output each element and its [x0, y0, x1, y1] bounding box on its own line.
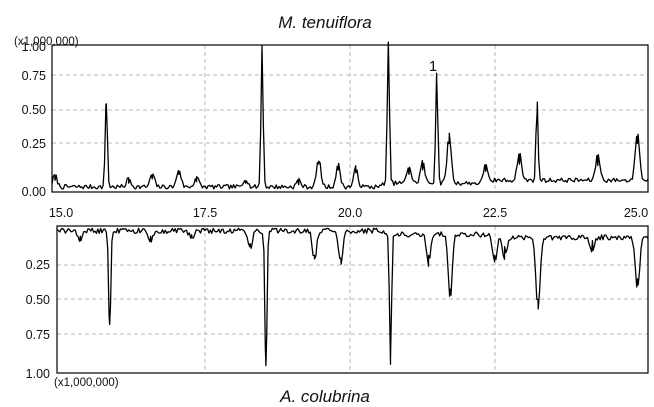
bottom-panel-grid [57, 226, 648, 373]
top-y-tick-label: 1.00 [22, 40, 46, 54]
top-y-tick-label: 0.25 [22, 137, 46, 151]
x-tick-label: 15.0 [49, 206, 73, 220]
x-tick-label: 17.5 [193, 206, 217, 220]
bottom-series-line [56, 227, 649, 367]
bottom-plot-frame [56, 225, 649, 374]
bottom-y-tick-label: 0.25 [26, 258, 50, 272]
top-scale-label: (x1,000,000) [14, 36, 79, 48]
x-axis-ticks: 15.0 17.5 20.0 22.5 25.0 [49, 206, 648, 220]
bottom-y-tick-label: 0.50 [26, 293, 50, 307]
x-tick-label: 20.0 [338, 206, 362, 220]
top-panel-title: M. tenuiflora [278, 13, 372, 32]
bottom-panel: 0.25 0.50 0.75 1.00 (x1,000,000) A. colu… [26, 225, 649, 406]
peak-annotation: 1 [429, 58, 437, 75]
bottom-y-tick-label: 0.75 [26, 328, 50, 342]
top-y-tick-label: 0.75 [22, 69, 46, 83]
top-plot-frame [51, 44, 649, 193]
top-panel: M. tenuiflora (x1,000,000) 1.00 0.75 0.5… [14, 13, 649, 199]
bottom-panel-title: A. colubrina [279, 387, 370, 406]
top-series-line [51, 41, 649, 190]
bottom-y-tick-label: 1.00 [26, 367, 50, 381]
x-tick-label: 22.5 [483, 206, 507, 220]
top-panel-grid [52, 45, 648, 192]
top-y-tick-label: 0.50 [22, 103, 46, 117]
x-tick-label: 25.0 [624, 206, 648, 220]
top-y-tick-label: 0.00 [22, 185, 46, 199]
bottom-scale-label: (x1,000,000) [54, 377, 119, 389]
